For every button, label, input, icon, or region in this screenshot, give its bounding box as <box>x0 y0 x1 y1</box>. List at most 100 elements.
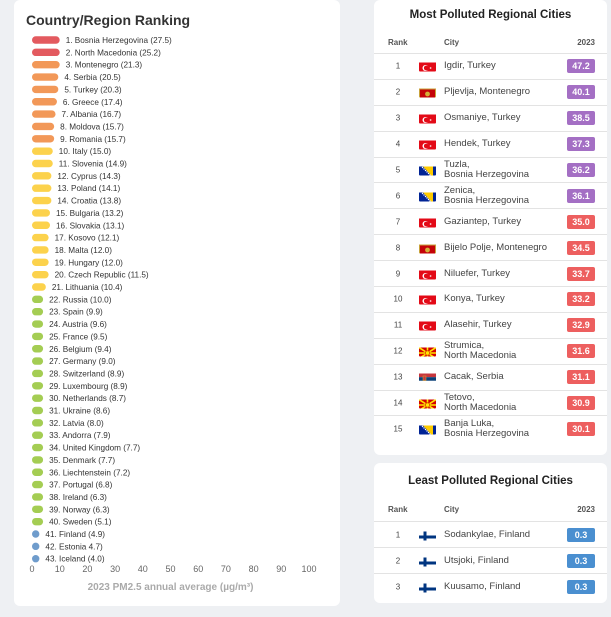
rank-cell: 14 <box>393 398 403 408</box>
bar-malta <box>32 246 49 254</box>
pm25-value-badge: 34.5 <box>567 240 595 255</box>
city-name: Tetovo, North Macedonia <box>444 392 517 414</box>
turkey-flag-icon <box>419 294 436 305</box>
bar-russia <box>32 295 44 304</box>
city-name: Strumica, North Macedonia <box>444 340 517 362</box>
header-rank: Rank <box>388 505 408 514</box>
ranking-panel: Country/Region Ranking 1. Bosnia Herzego… <box>14 0 340 606</box>
serbia-flag-icon <box>419 372 436 383</box>
pm25-value-badge: 40.1 <box>567 85 595 100</box>
least-polluted-title: Least Polluted Regional Cities <box>408 475 573 487</box>
bar-label: 43. Iceland (4.0) <box>45 555 104 564</box>
city-name: Kuusamo, Finland <box>444 580 521 592</box>
bosnia-flag-icon <box>419 190 436 202</box>
bar-czech-republic <box>32 270 49 279</box>
bar-croatia <box>32 196 52 205</box>
bar-north-macedonia <box>32 48 60 57</box>
bar-label: 35. Denmark (7.7) <box>49 456 115 465</box>
most-polluted-header: Rank City 2023 <box>374 38 607 52</box>
bar-label: 31. Ukraine (8.6) <box>49 407 110 416</box>
table-row: 7 Gaziantep, Turkey 35.0 <box>374 208 607 234</box>
x-tick-label: 60 <box>193 564 203 574</box>
north-macedonia-flag-icon <box>419 398 436 409</box>
pm25-value-badge: 31.6 <box>567 344 595 359</box>
bar-label: 21. Lithuania (10.4) <box>52 283 123 292</box>
rank-cell: 11 <box>393 320 403 330</box>
bar-label: 26. Belgium (9.4) <box>49 345 112 354</box>
least-polluted-rows: 1 Sodankylae, Finland 0.3 2 Utsjoki, Finland… <box>374 521 607 599</box>
table-row: 8 Bijelo Polje, Montenegro 34.5 <box>374 234 607 260</box>
bar-label: 24. Austria (9.6) <box>49 320 107 329</box>
x-tick-label: 0 <box>29 564 34 574</box>
bar-luxembourg <box>32 382 44 390</box>
finland-flag-icon <box>419 529 436 540</box>
rank-cell: 3 <box>395 582 401 591</box>
bar-label: 38. Ireland (6.3) <box>49 493 107 502</box>
header-year: 2023 <box>577 505 595 514</box>
city-name: Tuzla, Bosnia Herzegovina <box>444 159 530 180</box>
header-city: City <box>444 38 460 47</box>
turkey-flag-icon <box>419 61 436 72</box>
rank-cell: 1 <box>395 530 401 539</box>
table-row: 10 Konya, Turkey 33.2 <box>374 286 607 312</box>
city-name: Gaziantep, Turkey <box>444 215 522 227</box>
rank-cell: 5 <box>395 165 401 175</box>
bar-label: 33. Andorra (7.9) <box>49 431 111 440</box>
bar-slovenia <box>32 159 53 168</box>
table-row: 15 Banja Luka, Bosnia Herzegovina 30.1 <box>374 415 607 441</box>
x-tick-label: 80 <box>249 564 259 574</box>
pm25-value-badge: 35.0 <box>567 214 595 229</box>
bar-moldova <box>32 122 55 131</box>
table-row: 3 Osmaniye, Turkey 38.5 <box>374 104 607 131</box>
rank-cell: 1 <box>395 61 401 71</box>
bar-label: 15. Bulgaria (13.2) <box>56 209 124 218</box>
bar-label: 14. Croatia (13.8) <box>57 197 121 206</box>
table-row: 2 Utsjoki, Finland 0.3 <box>374 547 607 573</box>
pm25-value-badge: 32.9 <box>567 318 595 333</box>
finland-flag-icon <box>419 581 436 592</box>
x-tick-label: 30 <box>110 564 120 574</box>
pm25-value-badge: 36.1 <box>567 188 595 203</box>
bar-lithuania <box>32 283 46 291</box>
montenegro-flag-icon <box>419 87 436 98</box>
table-row: 13 Cacak, Serbia 31.1 <box>374 363 607 390</box>
pm25-value-badge: 38.5 <box>567 111 595 126</box>
city-name: Alasehir, Turkey <box>444 319 512 331</box>
rank-cell: 2 <box>395 556 401 565</box>
bar-kosovo <box>32 233 49 242</box>
table-row: 12 Strumica, North Macedonia 31.6 <box>374 337 607 364</box>
bar-label: 42. Estonia 4.7) <box>45 542 103 551</box>
bar-label: 22. Russia (10.0) <box>49 295 112 304</box>
x-tick-label: 70 <box>221 564 231 574</box>
bar-albania <box>32 110 56 118</box>
pm25-value-badge: 0.3 <box>567 579 595 594</box>
rank-cell: 2 <box>395 87 401 97</box>
table-row: 9 Niluefer, Turkey 33.7 <box>374 260 607 286</box>
table-row: 1 Sodankylae, Finland 0.3 <box>374 521 607 547</box>
bosnia-flag-icon <box>419 423 436 435</box>
bar-switzerland <box>32 369 44 378</box>
rank-cell: 7 <box>395 217 401 227</box>
turkey-flag-icon <box>419 268 436 280</box>
pm25-value-badge: 31.1 <box>567 370 595 385</box>
x-tick-label: 40 <box>138 564 148 574</box>
bar-austria <box>32 320 44 328</box>
bar-label: 13. Poland (14.1) <box>57 184 120 193</box>
bar-label: 32. Latvia (8.0) <box>49 419 104 428</box>
bar-label: 4. Serbia (20.5) <box>64 73 121 82</box>
bar-turkey <box>32 85 59 94</box>
bar-label: 36. Liechtenstein (7.2) <box>49 468 130 477</box>
pm25-value-badge: 0.3 <box>567 527 595 542</box>
most-polluted-panel: Most Polluted Regional Cities Rank City … <box>374 0 607 455</box>
bar-label: 34. United Kingdom (7.7) <box>49 444 140 453</box>
table-row: 14 Tetovo, North Macedonia 30.9 <box>374 389 607 416</box>
bar-label: 18. Malta (12.0) <box>55 246 113 255</box>
bar-label: 16. Slovakia (13.1) <box>56 221 125 230</box>
bar-iceland <box>32 555 40 563</box>
bar-cyprus <box>32 172 52 180</box>
bar-netherlands <box>32 394 44 402</box>
pm25-value-badge: 36.2 <box>567 163 595 177</box>
bar-finland <box>32 530 40 538</box>
pm25-value-badge: 33.7 <box>567 266 595 281</box>
city-name: Igdir, Turkey <box>444 60 496 72</box>
